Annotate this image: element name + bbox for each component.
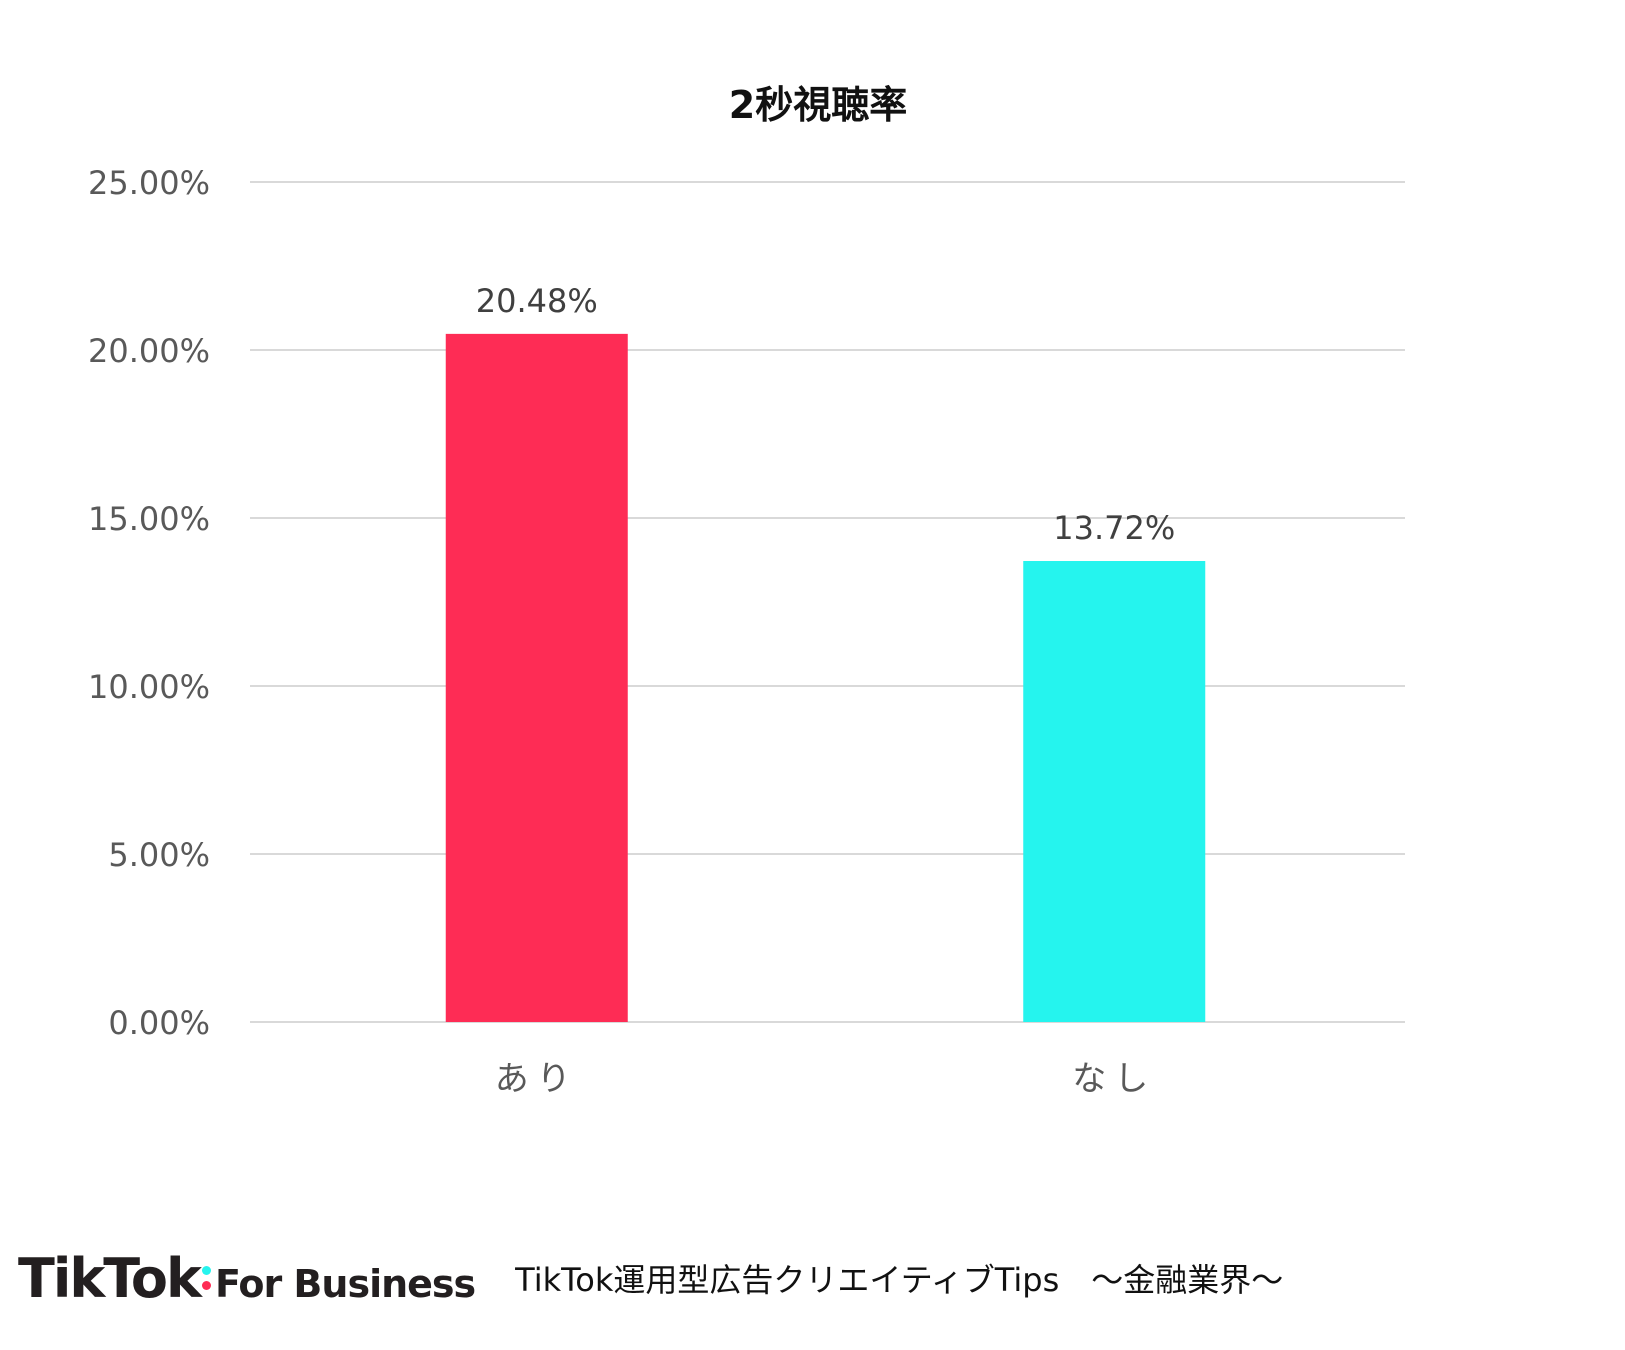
y-tick-label: 0.00%: [108, 1004, 210, 1042]
bar: [445, 333, 628, 1022]
x-tick-label: なし: [1072, 1059, 1156, 1099]
grid-lines: [250, 181, 1405, 1023]
bars: [445, 333, 1206, 1022]
footer: TikTok For Business TikTok運用型広告クリエイティブTi…: [18, 1238, 1598, 1318]
y-tick-label: 10.00%: [88, 668, 210, 706]
footer-caption: TikTok運用型広告クリエイティブTips ～金融業界～: [515, 1261, 1284, 1299]
y-tick-label: 5.00%: [108, 836, 210, 874]
colon-dot-bottom: [201, 1281, 211, 1290]
brand-colon-icon: [201, 1258, 211, 1298]
brand-main-text: TikTok: [18, 1246, 202, 1310]
brand-sub-text: For Business: [214, 1261, 476, 1306]
tiktok-for-business-logo: TikTok For Business: [18, 1246, 476, 1310]
x-axis-tick-labels: あり なし: [495, 1059, 1156, 1099]
chart-title: 2秒視聴率: [729, 83, 907, 127]
x-tick-label: あり: [495, 1059, 579, 1099]
y-tick-label: 20.00%: [88, 332, 210, 370]
y-tick-label: 15.00%: [88, 500, 210, 538]
y-axis-tick-labels: 0.00% 5.00% 10.00% 15.00% 20.00% 25.00%: [88, 164, 210, 1042]
y-tick-label: 25.00%: [88, 164, 210, 202]
data-label: 20.48%: [476, 282, 598, 320]
data-labels: 20.48% 13.72%: [476, 282, 1176, 547]
colon-dot-top: [201, 1266, 211, 1275]
data-label: 13.72%: [1053, 509, 1175, 547]
bar: [1023, 561, 1206, 1022]
